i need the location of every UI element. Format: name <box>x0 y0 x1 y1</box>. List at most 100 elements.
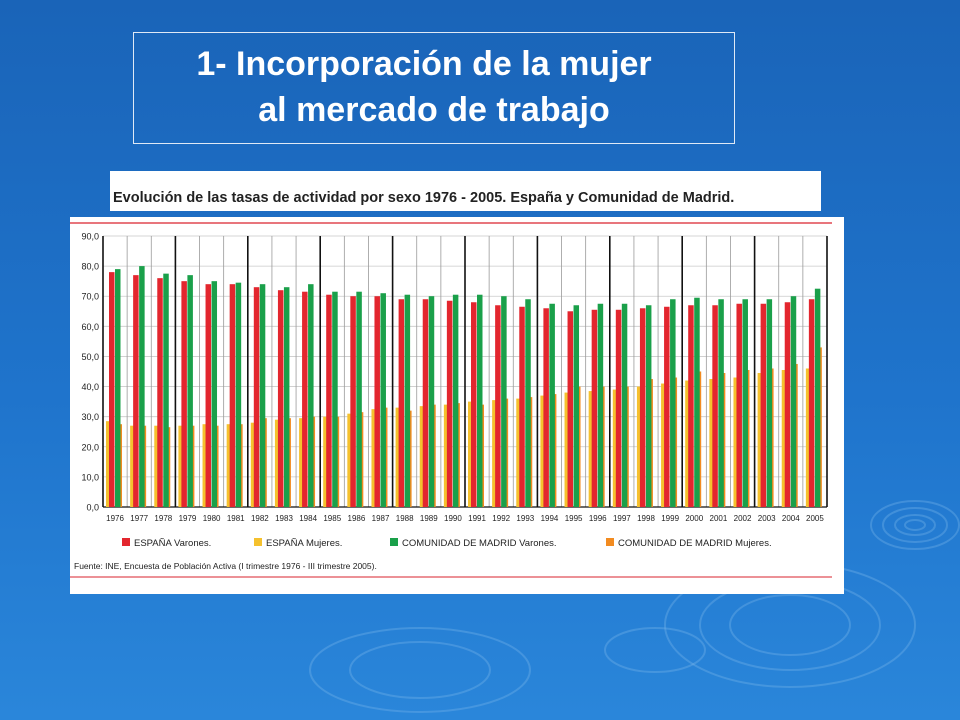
bar <box>591 309 598 507</box>
chart-panel: 0,0 10,0 20,0 30,0 40,0 50,0 60,0 70,0 80,0 90,0 1… <box>70 217 844 594</box>
y-tick-label: 40,0 <box>81 382 99 392</box>
bar <box>790 296 797 507</box>
x-tick-label: 1992 <box>492 514 510 523</box>
bar <box>495 305 501 507</box>
x-tick-label: 1994 <box>541 514 559 523</box>
x-tick-label: 1985 <box>323 514 341 523</box>
bar <box>139 266 145 507</box>
bar <box>259 284 266 507</box>
bar <box>443 404 450 507</box>
bar <box>332 291 338 507</box>
chart-title: Evolución de las tasas de actividad por … <box>110 171 821 211</box>
y-tick-label: 80,0 <box>81 262 99 272</box>
bar <box>211 281 218 507</box>
x-tick-label: 1995 <box>565 514 583 523</box>
bar <box>205 284 212 507</box>
bar <box>404 294 411 507</box>
bar <box>519 306 525 507</box>
bar <box>540 395 546 507</box>
x-tick-label: 1990 <box>444 514 462 523</box>
y-tick-label: 20,0 <box>81 442 99 452</box>
y-tick-label: 50,0 <box>81 352 99 362</box>
y-tick-label: 60,0 <box>81 322 99 332</box>
x-tick-label: 1999 <box>661 514 679 523</box>
bar <box>736 303 742 507</box>
bar <box>133 275 139 507</box>
bar <box>374 296 380 507</box>
bar <box>428 296 435 507</box>
bar <box>229 284 236 507</box>
bar <box>452 294 459 507</box>
bar-chart: 0,0 10,0 20,0 30,0 40,0 50,0 60,0 70,0 80,0 90,0 1… <box>70 222 832 578</box>
legend-swatch <box>606 538 614 546</box>
bar <box>615 309 622 507</box>
bar <box>277 290 284 507</box>
y-tick-label: 10,0 <box>81 472 99 482</box>
bar <box>398 299 405 507</box>
bar <box>784 302 791 507</box>
x-tick-label: 1989 <box>420 514 438 523</box>
bar <box>347 413 353 507</box>
bar <box>109 272 115 507</box>
legend-swatch <box>390 538 398 546</box>
x-tick-label: 1979 <box>179 514 197 523</box>
bar <box>757 373 764 507</box>
x-tick-label: 2004 <box>782 514 800 523</box>
bar <box>471 302 477 507</box>
x-tick-label: 1997 <box>613 514 631 523</box>
bar <box>253 287 260 507</box>
bar <box>283 287 290 507</box>
bar <box>468 401 474 507</box>
y-tick-label: 90,0 <box>81 232 99 242</box>
bar <box>154 425 160 507</box>
x-tick-label: 1998 <box>637 514 655 523</box>
bar <box>670 299 676 507</box>
bar <box>766 299 773 507</box>
bar <box>688 305 694 507</box>
legend-label: COMUNIDAD DE MADRID Varones. <box>402 538 557 549</box>
bar <box>181 281 187 507</box>
bar <box>371 409 377 507</box>
bar <box>694 297 700 507</box>
bar <box>299 418 305 507</box>
bar <box>525 299 531 507</box>
x-tick-label: 2002 <box>734 514 752 523</box>
bar <box>712 305 718 507</box>
bar <box>814 288 821 507</box>
bar <box>106 421 112 507</box>
slide-title-line1: 1- Incorporación de la mujer <box>196 45 652 83</box>
x-tick-label: 1977 <box>130 514 148 523</box>
x-tick-label: 1991 <box>468 514 486 523</box>
bar <box>326 294 332 507</box>
y-tick-label: 70,0 <box>81 292 99 302</box>
bar <box>516 398 522 507</box>
bar <box>661 383 667 507</box>
legend-label: ESPAÑA Varones. <box>134 538 211 549</box>
bar <box>664 306 670 507</box>
bar <box>356 291 362 507</box>
bar <box>805 368 812 507</box>
bar <box>419 406 426 507</box>
bar <box>492 400 498 507</box>
bar <box>477 294 483 507</box>
bar <box>308 284 314 507</box>
bar <box>564 392 571 507</box>
bar <box>380 293 386 507</box>
bar <box>250 422 257 507</box>
bar <box>446 300 453 507</box>
x-tick-label: 2001 <box>710 514 728 523</box>
x-tick-label: 1987 <box>372 514 390 523</box>
bar <box>685 380 691 507</box>
x-tick-label: 1984 <box>299 514 317 523</box>
x-tick-label: 1983 <box>275 514 293 523</box>
bar <box>178 425 184 507</box>
x-tick-label: 1986 <box>348 514 366 523</box>
legend-label: COMUNIDAD DE MADRID Mujeres. <box>618 538 772 549</box>
bar <box>226 424 233 507</box>
x-tick-label: 1993 <box>516 514 534 523</box>
bar <box>639 308 646 507</box>
bar <box>235 282 242 507</box>
bar <box>543 308 549 507</box>
x-tick-label: 1981 <box>227 514 245 523</box>
x-tick-label: 1988 <box>396 514 414 523</box>
